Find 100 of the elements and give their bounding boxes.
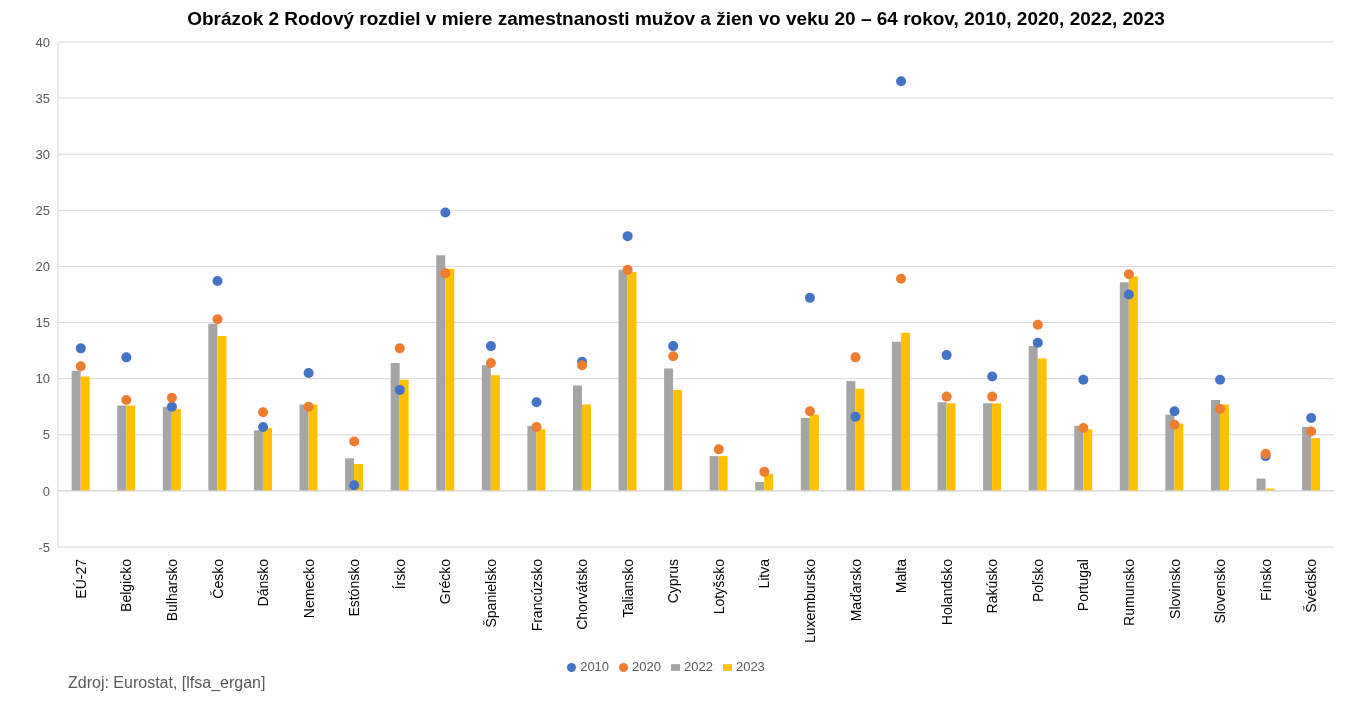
text: Zdroj: Eurostat, [lfsa_ergan] xyxy=(68,674,267,692)
bar xyxy=(664,368,674,491)
point xyxy=(258,421,269,432)
bar xyxy=(1119,282,1129,491)
x-tick-label: Holandsko xyxy=(938,558,955,626)
bar xyxy=(445,268,455,491)
bar xyxy=(1083,429,1093,491)
x-tick-label: Francúzsko xyxy=(528,558,545,632)
bar xyxy=(1311,438,1321,491)
bar xyxy=(436,255,446,491)
point xyxy=(440,268,451,279)
bar xyxy=(253,430,263,491)
bar xyxy=(481,365,491,491)
point xyxy=(531,397,542,408)
point xyxy=(759,466,770,477)
bar xyxy=(846,380,856,491)
bar xyxy=(1219,404,1229,491)
point xyxy=(303,368,314,379)
x-tick-label: Chorvátsko xyxy=(574,558,591,630)
y-tick-label: 10 xyxy=(35,371,50,387)
point xyxy=(1032,319,1043,330)
x-tick-label: Portugal xyxy=(1075,559,1092,612)
point xyxy=(896,273,907,284)
point xyxy=(1215,403,1226,414)
legend-label: 2010 xyxy=(580,659,610,674)
x-tick-label: Luxembursko xyxy=(801,558,818,644)
chart-title: Obrázok 2 Rodový rozdiel v miere zamestnanosti mužov a žien vo veku 20 – 64 rokov, 2010, 2020, 2022, 2023 xyxy=(186,8,1166,30)
x-tick-label: Estónsko xyxy=(346,558,363,617)
bar xyxy=(162,406,172,491)
x-tick-label: Grécko xyxy=(437,558,454,605)
point xyxy=(166,392,177,403)
x-tick-label: Cyprus xyxy=(665,559,682,604)
bar xyxy=(983,403,993,491)
point xyxy=(1123,289,1134,300)
bar xyxy=(900,332,910,491)
point xyxy=(1306,426,1317,437)
y-tick-label: 30 xyxy=(35,146,50,162)
x-tick-label: EÚ-27 xyxy=(72,558,89,599)
bar xyxy=(126,405,136,491)
bar xyxy=(527,425,537,491)
point xyxy=(75,361,86,372)
point xyxy=(394,343,405,354)
point xyxy=(212,314,223,325)
bar xyxy=(80,376,90,491)
bar xyxy=(809,414,819,491)
x-tick-label: Írsko xyxy=(391,558,408,590)
bar xyxy=(1210,399,1220,491)
point xyxy=(622,264,633,275)
bar xyxy=(937,402,947,491)
point xyxy=(577,360,588,371)
point xyxy=(121,394,132,405)
point xyxy=(987,391,998,402)
y-tick-label: 25 xyxy=(35,202,50,218)
point xyxy=(349,436,360,447)
x-tick-label: Poľsko xyxy=(1029,558,1046,602)
bar xyxy=(718,456,728,491)
point xyxy=(1123,269,1134,280)
bar xyxy=(399,379,409,491)
bar xyxy=(208,323,218,491)
x-tick-label: Taliansko xyxy=(619,558,636,618)
point xyxy=(850,411,861,422)
point xyxy=(941,350,952,361)
point xyxy=(713,444,724,455)
legend-label: 2022 xyxy=(684,659,713,674)
bar xyxy=(1302,426,1312,491)
bar xyxy=(308,404,318,491)
bar xyxy=(618,269,628,491)
bar xyxy=(800,417,810,491)
point xyxy=(804,292,815,303)
x-tick-label: Belgicko xyxy=(118,558,135,612)
x-tick-label: Slovensko xyxy=(1212,558,1229,624)
point xyxy=(394,384,405,395)
x-tick-label: Španielsko xyxy=(482,558,499,628)
y-tick-label: -5 xyxy=(38,539,50,555)
y-tick-label: 40 xyxy=(35,34,50,50)
bar xyxy=(946,403,956,491)
bar xyxy=(1074,425,1084,491)
bar xyxy=(117,405,127,491)
bar xyxy=(390,362,400,491)
point xyxy=(622,231,633,242)
bar xyxy=(855,388,865,491)
legend-label: 2023 xyxy=(735,659,765,674)
bar xyxy=(581,404,591,491)
point xyxy=(668,341,679,352)
bar xyxy=(536,429,546,491)
bar xyxy=(572,385,582,491)
x-tick-label: Nemecko xyxy=(300,558,317,619)
bar xyxy=(1174,423,1184,491)
x-tick-label: Lotyšsko xyxy=(710,558,727,615)
point xyxy=(1215,374,1226,385)
point xyxy=(485,357,496,368)
bar xyxy=(1165,414,1175,491)
point xyxy=(258,407,269,418)
point xyxy=(303,401,314,412)
point xyxy=(987,371,998,382)
x-tick-label: Litva xyxy=(756,558,773,589)
x-tick-label: Česko xyxy=(209,558,226,599)
bar xyxy=(1128,276,1138,491)
bar xyxy=(171,408,181,491)
bar xyxy=(709,456,719,491)
